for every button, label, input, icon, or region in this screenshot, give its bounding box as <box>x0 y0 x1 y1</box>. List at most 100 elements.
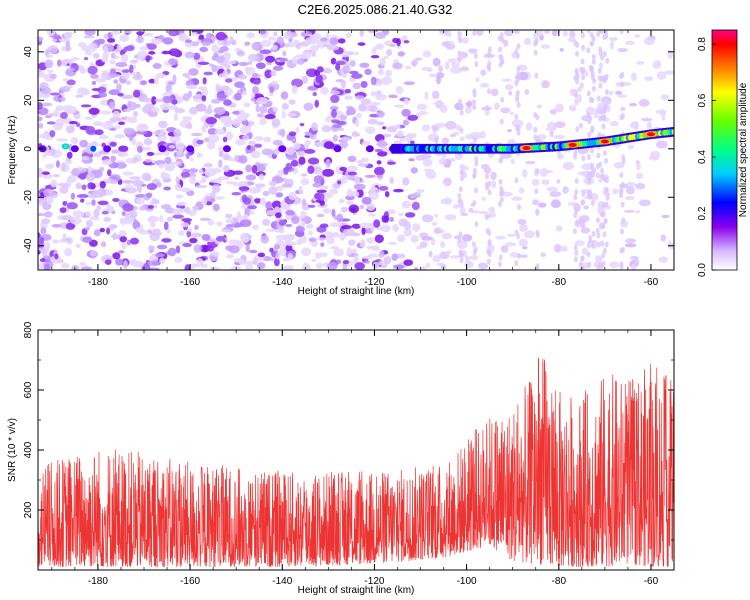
spectrogram-cell <box>202 77 207 85</box>
spectrogram-cell <box>601 123 606 130</box>
spectrogram-cell <box>168 48 181 57</box>
spectrogram-cell <box>217 39 223 46</box>
spectrogram-cell <box>471 241 476 248</box>
spectrogram-cell <box>112 197 120 202</box>
spectrogram-cell <box>291 85 298 95</box>
spectrogram-cell <box>384 190 390 198</box>
spectrogram-cell <box>619 81 624 88</box>
spectrogram-cell <box>589 31 594 38</box>
spectrogram-cell <box>551 30 558 37</box>
spectrogram-cell <box>53 173 60 178</box>
spectrogram-cell <box>393 104 405 108</box>
spectrogram-cell <box>629 121 639 129</box>
spectrogram-cell <box>50 147 56 156</box>
spectrogram-cell <box>511 119 524 128</box>
spectrogram-cell <box>458 186 463 193</box>
spectrogram-cell <box>574 249 579 256</box>
spectrogram-cell <box>97 200 109 206</box>
spectrogram-cell <box>646 121 652 130</box>
spectrogram-cell <box>620 106 626 111</box>
spectrogram-cell <box>256 113 264 118</box>
spectrogram-cell <box>161 96 173 104</box>
spectrogram-cell <box>149 255 159 263</box>
spectrogram-cell <box>171 161 182 166</box>
spectrogram-cell <box>515 76 520 83</box>
spectrogram-cell <box>218 159 223 168</box>
spectrogram-cell <box>487 46 492 53</box>
spectrogram-cell <box>575 73 580 80</box>
spectrogram-cell <box>498 178 503 185</box>
spectrogram-cell <box>389 43 396 48</box>
spectrogram-cell <box>486 258 491 265</box>
spectrogram-cell <box>620 181 625 188</box>
spectrogram-cell <box>500 37 505 44</box>
spectrogram-cell <box>480 69 487 76</box>
spectrogram-cell <box>598 178 603 183</box>
spectrogram-cell <box>85 125 96 135</box>
x-tick-label: -160 <box>180 277 200 288</box>
spectrogram-cell <box>376 121 385 126</box>
spectrogram-cell <box>580 227 591 234</box>
spectrogram-cell <box>239 125 252 135</box>
spectrogram-cell <box>270 222 277 229</box>
spectrogram-cell <box>339 114 348 121</box>
spectrogram-cell <box>244 207 251 217</box>
spectrogram-cell <box>290 216 300 225</box>
spectrogram-cell <box>515 52 520 59</box>
spectrogram-cell <box>41 102 53 107</box>
spectrogram-cell <box>504 84 514 90</box>
spectrogram-cell <box>62 85 73 89</box>
spectrogram-cell <box>265 228 276 232</box>
spectrogram-cell <box>241 233 248 239</box>
spectrogram-cell <box>132 110 139 118</box>
spectrogram-y-label: Frequency (Hz) <box>7 116 18 185</box>
spectrogram-cell <box>62 78 70 82</box>
spectrogram-cell <box>591 171 596 178</box>
spectrogram-cell <box>215 83 221 93</box>
spectrogram-cell <box>369 105 378 112</box>
spectrogram-cell <box>95 77 107 83</box>
spectrogram-cell <box>307 204 316 208</box>
spectrogram-cell <box>531 178 540 186</box>
spectrogram-cell <box>38 116 43 122</box>
spectrogram-cell <box>119 34 130 43</box>
spectrogram-cell <box>118 250 125 254</box>
spectrogram-cell <box>116 83 122 92</box>
spectrogram-cell <box>336 259 342 264</box>
spectrogram-cell <box>499 196 504 203</box>
spectrogram-cell <box>445 120 457 130</box>
spectrogram-cell <box>498 53 503 60</box>
spectrogram-cell <box>590 97 595 104</box>
spectrogram-cell <box>65 222 76 230</box>
spectrogram-cell <box>590 147 595 154</box>
spectrogram-cell <box>644 76 654 82</box>
spectrogram-cell <box>596 232 601 239</box>
spectrogram-cell <box>199 244 210 253</box>
spectrogram-cell <box>459 257 464 264</box>
spectrogram-cell <box>143 175 152 182</box>
spectrogram-cell <box>518 187 525 194</box>
spectrogram-cell <box>243 102 251 108</box>
spectrogram-cell <box>284 43 290 48</box>
spectrogram-cell <box>210 98 221 104</box>
colorbar-label: Normalized spectral amplitude <box>738 82 749 217</box>
spectrogram-cell <box>438 65 443 73</box>
spectrogram-cell <box>39 258 46 263</box>
spectrogram-cell <box>173 128 182 138</box>
spectrogram-cell <box>113 125 121 130</box>
spectrogram-cell <box>129 176 141 180</box>
spectrogram-cell <box>625 186 635 195</box>
spectrogram-cell <box>616 94 628 98</box>
spectrogram-cell <box>71 167 79 177</box>
spectrogram-cell <box>282 50 287 57</box>
x-tick-label: -140 <box>272 277 292 288</box>
spectrogram-cell <box>459 164 466 170</box>
spectrogram-cell <box>452 204 461 209</box>
spectrogram-cell <box>396 130 404 138</box>
spectrogram-cell <box>253 198 262 204</box>
spectrogram-cell <box>254 183 266 188</box>
spectrogram-cell <box>554 121 566 129</box>
spectrogram-cell <box>252 86 260 95</box>
spectrogram-cell <box>182 72 191 78</box>
spectrogram-cell <box>277 169 285 176</box>
